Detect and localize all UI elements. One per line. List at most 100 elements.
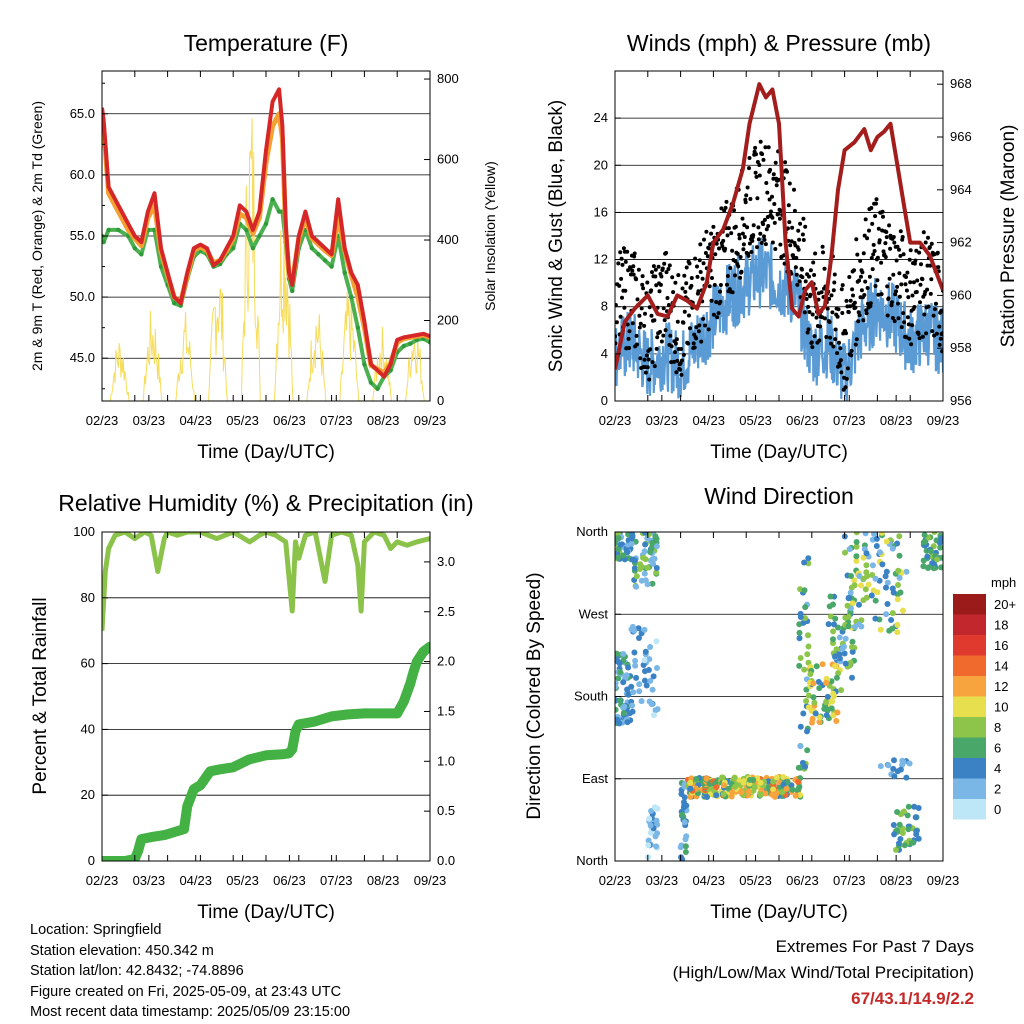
dewpoint-point: [102, 239, 106, 245]
direction-point: [771, 793, 778, 800]
gust-point: [925, 263, 930, 268]
y-tick-label: 40: [81, 721, 95, 736]
dir-xlabel: Time (Day/UTC): [710, 902, 848, 923]
direction-point: [693, 776, 700, 782]
direction-point: [617, 669, 624, 676]
direction-point: [773, 774, 780, 781]
gust-point: [873, 284, 878, 288]
direction-point: [620, 679, 627, 686]
gust-point: [908, 280, 913, 285]
gust-point: [718, 283, 723, 287]
gust-point: [922, 312, 927, 317]
dewpoint-point: [349, 294, 354, 300]
info-elevation: Station elevation: 450.342 m: [30, 942, 214, 959]
gust-point: [849, 353, 854, 358]
gust-point: [683, 289, 688, 294]
gust-point: [647, 305, 652, 310]
gust-point: [793, 265, 798, 270]
y-tick-label: 20: [594, 157, 608, 172]
gust-point: [900, 235, 905, 239]
direction-point: [903, 568, 910, 575]
y2-tick-label: 2.5: [437, 604, 455, 619]
direction-point: [851, 577, 858, 584]
gust-point: [795, 282, 800, 287]
gust-point: [879, 260, 884, 265]
gust-point: [832, 272, 837, 277]
gust-point: [754, 174, 759, 179]
direction-point: [877, 763, 884, 770]
gust-point: [879, 292, 884, 297]
direction-point: [800, 710, 807, 717]
gust-point: [698, 270, 703, 274]
y-tick-label: 16: [594, 204, 608, 219]
gust-point: [641, 286, 646, 291]
colorbar-swatch: [953, 655, 986, 676]
gust-point: [620, 262, 625, 267]
direction-point: [713, 784, 720, 791]
x-tick-label: 06/23: [273, 873, 306, 888]
gust-point: [755, 245, 759, 250]
dewpoint-point: [355, 325, 361, 330]
gust-point: [664, 270, 669, 275]
gust-point: [654, 346, 659, 351]
gust-point: [691, 341, 696, 346]
y2-tick-label: 0.5: [437, 803, 455, 818]
gust-point: [640, 274, 645, 279]
direction-point: [638, 698, 645, 705]
colorbar-label: 10: [994, 700, 1008, 715]
gust-point: [772, 202, 777, 206]
gust-point: [733, 224, 738, 229]
direction-point: [845, 613, 852, 620]
gust-point: [645, 280, 650, 285]
direction-point: [921, 532, 928, 538]
gust-point: [751, 223, 756, 228]
gust-point: [852, 268, 856, 273]
direction-point: [915, 835, 922, 842]
gust-point: [634, 333, 639, 338]
direction-point: [823, 712, 830, 719]
gust-point: [698, 242, 703, 247]
gust-point: [901, 252, 906, 257]
gust-point: [673, 280, 678, 285]
direction-point: [865, 581, 872, 588]
direction-point: [849, 674, 855, 681]
dewpoint-point: [401, 343, 406, 349]
gust-point: [636, 267, 641, 272]
gust-point: [757, 173, 762, 178]
dewpoint-point: [106, 227, 111, 233]
x-tick-label: 03/23: [133, 873, 166, 888]
gust-point: [801, 238, 806, 242]
direction-point: [894, 809, 901, 815]
dir-ylabel: Direction (Colored By Speed): [524, 572, 545, 819]
gust-point: [824, 335, 829, 339]
gust-point: [721, 238, 726, 243]
gust-point: [646, 357, 651, 362]
gust-point: [764, 227, 769, 232]
gust-point: [634, 277, 639, 282]
x-tick-label: 08/23: [880, 413, 913, 428]
direction-point: [629, 702, 636, 709]
gust-point: [688, 326, 692, 331]
gust-point: [859, 288, 864, 293]
direction-point: [648, 557, 654, 564]
direction-point: [642, 532, 649, 536]
direction-point: [652, 707, 659, 714]
gust-point: [807, 310, 812, 314]
temp-ticks: 45.0 50.0 55.0 60.0 65.0 0 200 400 600 800 02/23 03…: [70, 71, 459, 428]
gust-point: [831, 344, 836, 349]
direction-point: [640, 554, 646, 561]
gust-point: [917, 336, 922, 341]
gust-point: [737, 232, 742, 237]
direction-point: [653, 569, 660, 576]
gust-point: [796, 247, 801, 252]
colorbar-swatch: [953, 799, 986, 820]
direction-point: [804, 747, 811, 754]
direction-point: [800, 619, 807, 626]
gust-point: [748, 197, 753, 201]
gust-point: [858, 258, 863, 263]
gust-point: [718, 299, 723, 304]
direction-point: [901, 842, 908, 849]
gust-point: [833, 337, 838, 342]
gust-point: [839, 287, 844, 292]
